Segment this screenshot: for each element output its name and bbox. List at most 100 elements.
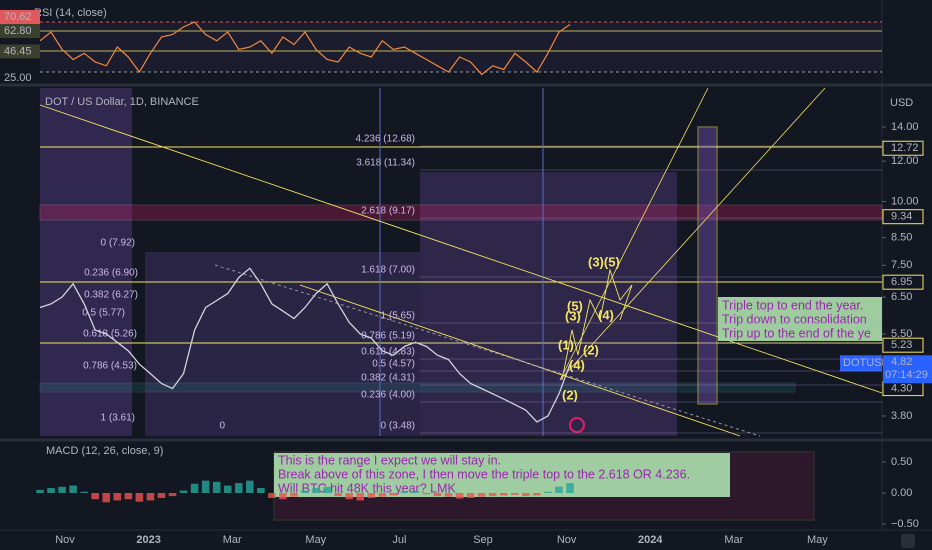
- note-line: This is the range I expect we will stay …: [278, 453, 501, 467]
- fib-label: 0 (7.92): [101, 238, 135, 249]
- macd-bar: [499, 493, 508, 496]
- macd-bar: [389, 493, 398, 496]
- price-label: 8.50: [891, 231, 912, 243]
- projection-line: [559, 87, 826, 381]
- time-label: May: [305, 534, 326, 546]
- rsi-title: RSI (14, close): [34, 7, 107, 19]
- macd-bar: [400, 491, 409, 493]
- macd-bar: [511, 493, 519, 495]
- macd-bar: [36, 489, 44, 493]
- projection-line: [559, 87, 709, 381]
- macd-bar: [190, 483, 199, 493]
- macd-bar: [544, 491, 552, 493]
- symbol-tag: DOTUSD: [843, 357, 890, 369]
- macd-bar: [135, 493, 144, 502]
- fib-label: 0 (3.48): [381, 421, 415, 432]
- macd-bar: [466, 493, 475, 498]
- fib-label: 0.382 (6.27): [84, 290, 138, 301]
- rsi-level-label: 46.45: [4, 45, 32, 57]
- macd-bar: [69, 485, 77, 493]
- fib-region: [145, 252, 420, 436]
- wave-label: (4): [598, 307, 614, 322]
- fib-label: 1 (5.65): [381, 311, 415, 322]
- wave-label: (1): [558, 337, 574, 352]
- macd-bar: [257, 488, 265, 493]
- note-line: Break above of this zone, I then move th…: [278, 467, 690, 481]
- rsi-level-label: 70.62: [4, 11, 32, 23]
- price-tag-label: 4.82: [891, 356, 912, 368]
- fib-label: 0.786 (4.53): [83, 361, 137, 372]
- shade-region: [40, 88, 132, 436]
- rsi-level-tag: [0, 10, 40, 24]
- time-label: Sep: [473, 534, 493, 546]
- macd-bar: [433, 493, 442, 497]
- note-box: [274, 453, 730, 497]
- macd-bar: [168, 493, 177, 497]
- macd-bar: [279, 493, 287, 500]
- macd-bar: [47, 488, 55, 493]
- macd-bar: [455, 493, 464, 499]
- macd-bar: [345, 493, 353, 500]
- wave-label: (5): [567, 298, 583, 313]
- price-label: 3.80: [891, 410, 912, 422]
- fib-label: 3.618 (11.34): [356, 158, 415, 169]
- fib-region: [420, 172, 677, 436]
- fib-label: 2.618 (9.17): [361, 206, 415, 217]
- fib-label: 0.236 (4.00): [361, 390, 415, 401]
- price-tag: [882, 337, 924, 353]
- rsi-level-label: 25.00: [4, 72, 32, 84]
- price-label: 14.00: [891, 121, 919, 133]
- macd-bar: [124, 493, 133, 500]
- fib-label: 0.618 (5.26): [83, 329, 137, 340]
- event-icon: [569, 417, 585, 433]
- time-label: Nov: [55, 534, 75, 546]
- rsi-level-tag: [0, 24, 40, 38]
- time-label: Mar: [223, 534, 242, 546]
- macd-bar: [533, 493, 541, 496]
- time-label: Jul: [392, 534, 406, 546]
- price-tag-label: 4.30: [891, 382, 912, 394]
- macd-bar: [323, 486, 331, 493]
- macd-bar: [378, 493, 387, 497]
- trend-line: [214, 264, 761, 437]
- macd-label: 0.50: [891, 456, 912, 468]
- price-label: 5.50: [891, 328, 912, 340]
- time-label: 2023: [136, 534, 160, 546]
- fib-label: 0.236 (6.90): [84, 268, 138, 279]
- macd-bar: [58, 486, 66, 493]
- fib-label: 1 (3.61): [101, 413, 135, 424]
- macd-bar: [212, 481, 221, 493]
- time-label: Nov: [557, 534, 577, 546]
- support-band: [39, 382, 796, 393]
- time-zone-box: [697, 126, 718, 405]
- macd-label: 0.00: [891, 487, 912, 499]
- price-label: 6.50: [891, 291, 912, 303]
- macd-bar: [234, 483, 243, 493]
- rsi-line: [39, 21, 571, 76]
- fib-label: 0.382 (4.31): [361, 373, 415, 384]
- currency: USD: [890, 97, 913, 109]
- macd-label: −0.50: [891, 518, 919, 530]
- note-line: Trip down to consolidation: [722, 312, 867, 326]
- macd-bar: [91, 493, 99, 500]
- macd-bar: [80, 491, 88, 493]
- countdown: 07:14:29: [885, 369, 928, 381]
- macd-bar: [179, 490, 188, 493]
- macd-bar: [246, 480, 254, 493]
- trend-line: [39, 104, 883, 394]
- axis-controls: [901, 534, 915, 548]
- price-tag: [883, 355, 932, 384]
- fib-label: 1.618 (7.00): [361, 265, 415, 276]
- fib-label: 0.618 (4.83): [361, 347, 415, 358]
- price-label: 12.00: [891, 155, 919, 167]
- macd-bar: [555, 486, 563, 493]
- settings-button[interactable]: [901, 534, 915, 548]
- macd-bar: [411, 491, 420, 493]
- fib-label: 0.5 (4.57): [372, 359, 415, 370]
- price-tag-label: 5.23: [891, 339, 912, 351]
- fib-label: 0.786 (5.19): [361, 331, 415, 342]
- price-label: 10.00: [891, 195, 919, 207]
- macd-bar: [268, 493, 276, 498]
- fib-label: 0.5 (5.77): [82, 308, 125, 319]
